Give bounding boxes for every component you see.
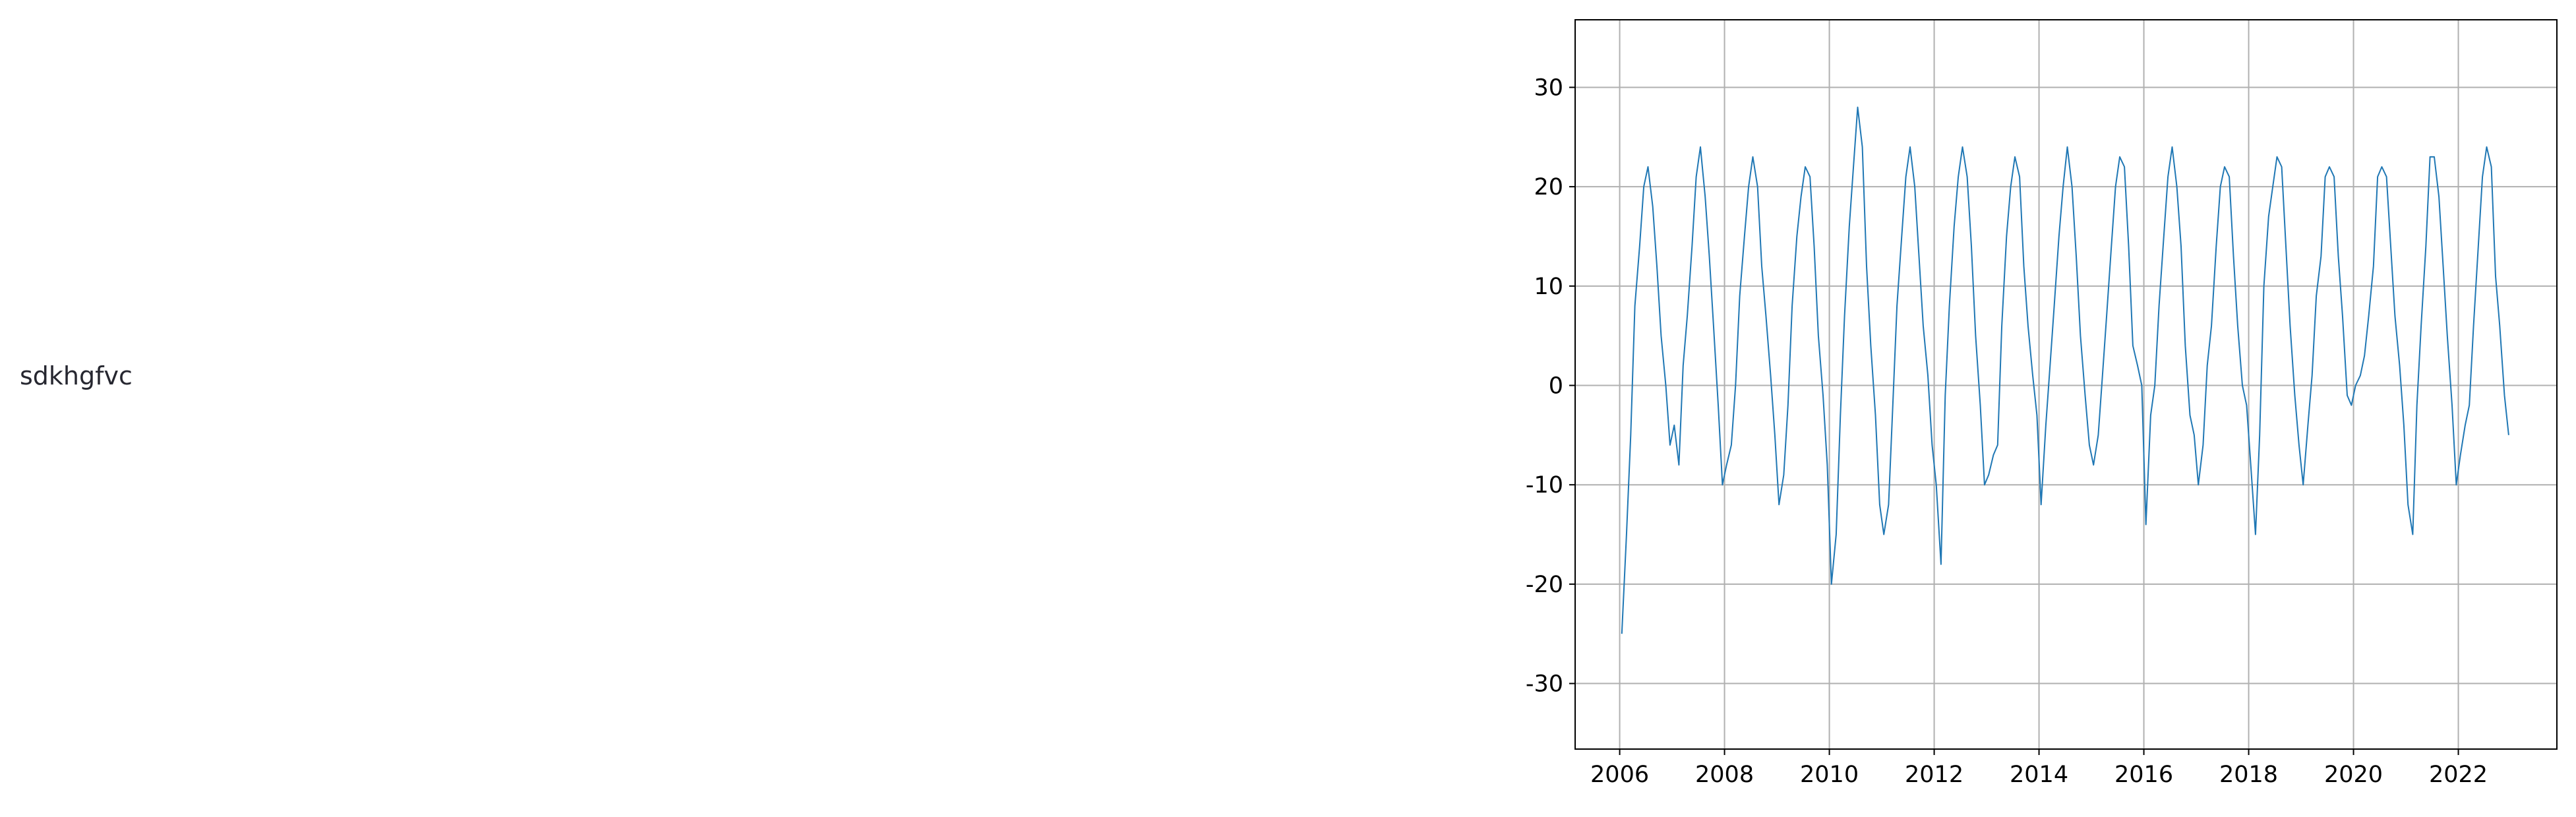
x-tick-label: 2010	[1800, 762, 1859, 788]
data-line	[1621, 106, 2509, 634]
text-label: sdkhgfvc	[20, 361, 133, 390]
y-tick-label: 20	[1534, 174, 1563, 200]
x-tick-label: 2016	[2114, 762, 2173, 788]
x-tick-label: 2012	[1905, 762, 1963, 788]
plot-frame	[1574, 19, 2558, 750]
x-tick-label: 2020	[2324, 762, 2383, 788]
x-tick-label: 2014	[2010, 762, 2068, 788]
y-tick-label: -10	[1526, 472, 1563, 499]
x-tick-label: 2018	[2219, 762, 2278, 788]
x-tick-label: 2008	[1695, 762, 1754, 788]
x-tick-label: 2022	[2429, 762, 2488, 788]
y-tick-label: 10	[1534, 274, 1563, 300]
y-tick-label: -20	[1526, 572, 1563, 598]
y-tick-label: -30	[1526, 671, 1563, 698]
y-tick-label: 30	[1534, 75, 1563, 101]
x-tick-label: 2006	[1590, 762, 1649, 788]
y-tick-label: 0	[1549, 373, 1563, 400]
